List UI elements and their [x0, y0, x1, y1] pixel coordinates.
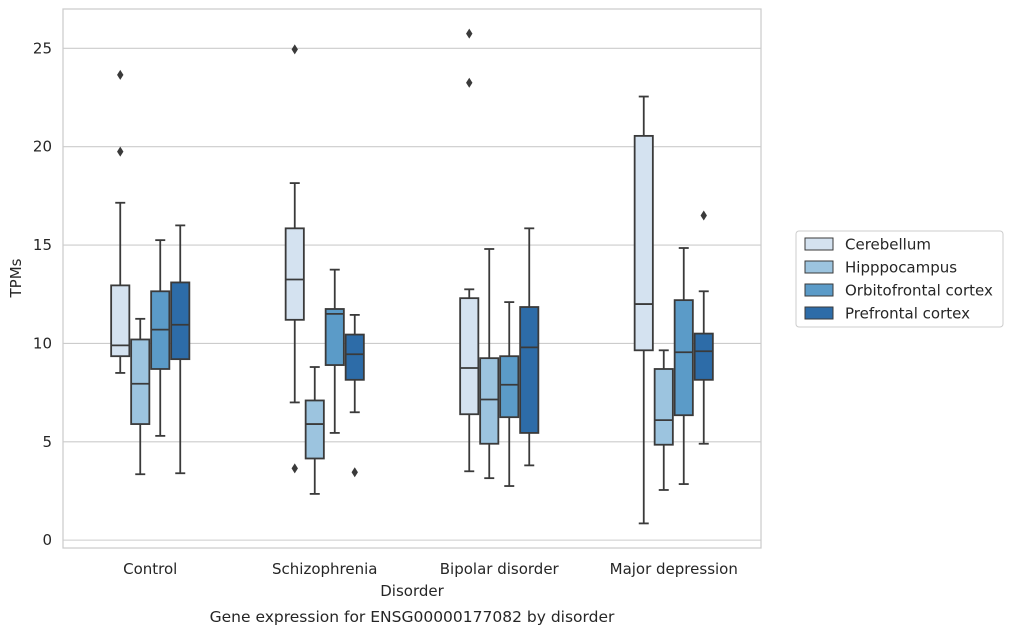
legend: Cerebellum Hipppocampus Orbitofrontal cort…	[795, 230, 1004, 328]
box-3-3	[499, 301, 520, 487]
iqr-box	[499, 355, 520, 419]
iqr-box	[304, 399, 325, 460]
y-axis-label: TPMs	[7, 258, 25, 298]
legend-entry-label: Cerebellum	[845, 236, 931, 254]
x-tick-label: Bipolar disorder	[440, 560, 560, 578]
y-tick-label: 0	[42, 531, 52, 549]
iqr-box	[693, 332, 714, 381]
box-3-4	[673, 247, 694, 485]
legend-swatch	[804, 260, 834, 274]
box-4-3	[519, 227, 540, 467]
x-tick-label: Schizophrenia	[272, 560, 377, 578]
y-tick-label: 20	[33, 138, 52, 156]
iqr-box	[633, 134, 654, 352]
box-4-4	[693, 210, 714, 445]
iqr-box	[110, 284, 131, 358]
iqr-box	[459, 297, 480, 416]
x-axis-ticks: Control Schizophrenia Bipolar disorder Majo…	[123, 560, 738, 578]
box-3-2	[324, 268, 345, 434]
outlier-point	[291, 463, 298, 474]
x-tick-label: Control	[123, 560, 177, 578]
box-1-4	[633, 95, 654, 525]
legend-entry-label: Orbitofrontal cortex	[845, 282, 993, 300]
plot-marks	[110, 28, 714, 525]
box-4-2	[344, 313, 365, 478]
box-3-1	[150, 239, 171, 437]
box-2-1	[130, 317, 151, 476]
iqr-box	[519, 306, 540, 434]
iqr-box	[653, 368, 674, 446]
iqr-box	[324, 308, 345, 366]
legend-entry-label: Hipppocampus	[845, 259, 957, 277]
legend-entry-label: Prefrontal cortex	[845, 305, 970, 323]
box-1-2	[284, 44, 305, 474]
outlier-point	[291, 44, 298, 55]
plot-frame	[62, 8, 762, 549]
legend-swatch	[804, 237, 834, 251]
box-2-2	[304, 366, 325, 495]
y-tick-label: 25	[33, 39, 52, 57]
iqr-box	[673, 299, 694, 417]
y-tick-label: 5	[42, 433, 52, 451]
y-tick-label: 15	[33, 236, 52, 254]
outlier-point	[117, 146, 124, 157]
box-2-3	[479, 248, 500, 480]
iqr-box	[284, 227, 305, 321]
y-tick-label: 10	[33, 334, 52, 352]
legend-swatch	[804, 283, 834, 297]
box-1-1	[110, 69, 131, 374]
outlier-point	[700, 210, 707, 221]
legend-frame	[795, 230, 1004, 328]
box-4-1	[170, 224, 191, 475]
outlier-point	[117, 69, 124, 80]
iqr-box	[479, 357, 500, 445]
x-tick-label: Major depression	[610, 560, 738, 578]
y-axis-ticks: 0 5 10 15 20 25	[33, 39, 52, 549]
x-axis-label: Disorder	[380, 582, 444, 600]
outlier-point	[466, 77, 473, 88]
iqr-box	[344, 333, 365, 381]
outlier-point	[466, 28, 473, 39]
box-2-4	[653, 349, 674, 491]
iqr-box	[170, 281, 191, 361]
legend-swatch	[804, 306, 834, 320]
iqr-box	[130, 338, 151, 425]
chart-caption: Gene expression for ENSG00000177082 by d…	[210, 608, 615, 626]
box-1-3	[459, 28, 480, 473]
outlier-point	[351, 467, 358, 478]
